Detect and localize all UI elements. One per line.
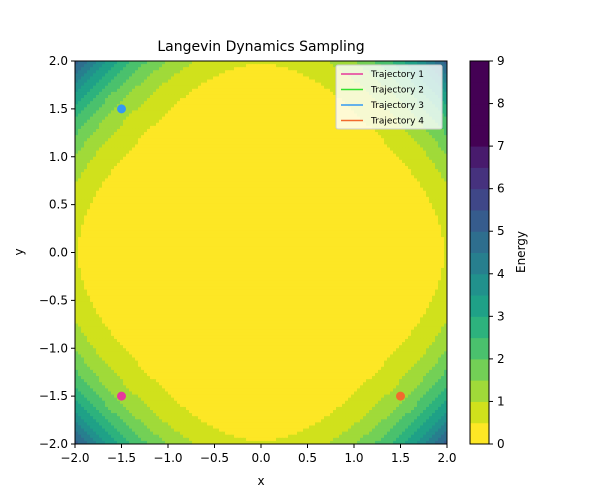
x-tick-label: 2.0 [437, 451, 456, 465]
colorbar-tick-label: 9 [497, 54, 505, 68]
colorbar-tick-label: 5 [497, 224, 505, 238]
y-axis-label: y [12, 248, 26, 255]
colorbar-band [470, 380, 489, 402]
y-tick-label: −1.0 [39, 341, 68, 355]
y-tick-label: 1.5 [49, 102, 68, 116]
y-tick-label: −1.5 [39, 389, 68, 403]
x-tick-label: −1.0 [153, 451, 182, 465]
colorbar-band [470, 252, 489, 275]
colorbar-band [470, 103, 489, 126]
x-tick-label: 1.0 [344, 451, 363, 465]
y-tick-label: 2.0 [49, 54, 68, 68]
y-tick-label: 0.0 [49, 246, 68, 260]
x-tick-label: 1.5 [391, 451, 410, 465]
colorbar-tick-label: 8 [497, 97, 505, 111]
legend-label: Trajectory 3 [370, 101, 424, 111]
x-axis-label: x [257, 474, 264, 488]
x-tick-label: 0.5 [298, 451, 317, 465]
colorbar-band [470, 422, 489, 445]
colorbar-band [470, 231, 489, 253]
colorbar-label: Energy [514, 231, 528, 273]
legend-box [335, 64, 443, 130]
colorbar-band [470, 295, 489, 317]
y-tick-label: 1.0 [49, 150, 68, 164]
colorbar-band [470, 124, 489, 147]
legend-label: Trajectory 1 [370, 70, 424, 80]
legend: Trajectory 1 Trajectory 2 Trajectory 3 Traj… [335, 64, 443, 130]
colorbar-tick-label: 7 [497, 139, 505, 153]
colorbar-band [470, 401, 489, 424]
legend-label: Trajectory 4 [370, 117, 424, 127]
y-tick-label: 0.5 [49, 198, 68, 212]
x-tick-label: −1.5 [107, 451, 136, 465]
colorbar-band [470, 188, 489, 211]
colorbar-band [470, 273, 489, 296]
colorbar-band [470, 358, 489, 381]
x-tick-label: 0.0 [251, 451, 270, 465]
legend-label: Trajectory 2 [370, 86, 424, 96]
trajectory-point [117, 104, 126, 114]
colorbar-tick-label: 2 [497, 352, 505, 366]
trajectory-point [117, 391, 126, 401]
y-axis-ticks: −2.0 −1.5 −1.0 −0.5 0.0 0.5 1.0 1.5 2.0 [39, 54, 75, 451]
colorbar-tick-label: 1 [497, 394, 505, 408]
x-tick-label: −2.0 [60, 451, 89, 465]
x-tick-label: −0.5 [200, 451, 229, 465]
colorbar-band [470, 209, 489, 232]
colorbar-band [470, 316, 489, 339]
colorbar-tick-label: 3 [497, 309, 505, 323]
colorbar-tick-label: 0 [497, 437, 505, 451]
y-tick-label: −2.0 [39, 437, 68, 451]
trajectory-point [396, 391, 405, 401]
colorbar-band [470, 146, 489, 168]
chart-title: Langevin Dynamics Sampling [157, 39, 364, 55]
x-axis-ticks: −2.0 −1.5 −1.0 −0.5 0.0 0.5 1.0 1.5 2.0 [60, 444, 457, 465]
colorbar-tick-label: 6 [497, 182, 505, 196]
colorbar: 0 1 2 3 4 5 6 7 8 9 Energy [469, 54, 528, 451]
colorbar-band [470, 337, 489, 360]
y-tick-label: −0.5 [39, 293, 68, 307]
trajectory-points [117, 104, 405, 401]
colorbar-band [470, 167, 489, 190]
colorbar-band [470, 82, 489, 105]
colorbar-band [470, 61, 489, 83]
colorbar-frame [469, 60, 490, 445]
colorbar-tick-label: 4 [497, 267, 505, 281]
